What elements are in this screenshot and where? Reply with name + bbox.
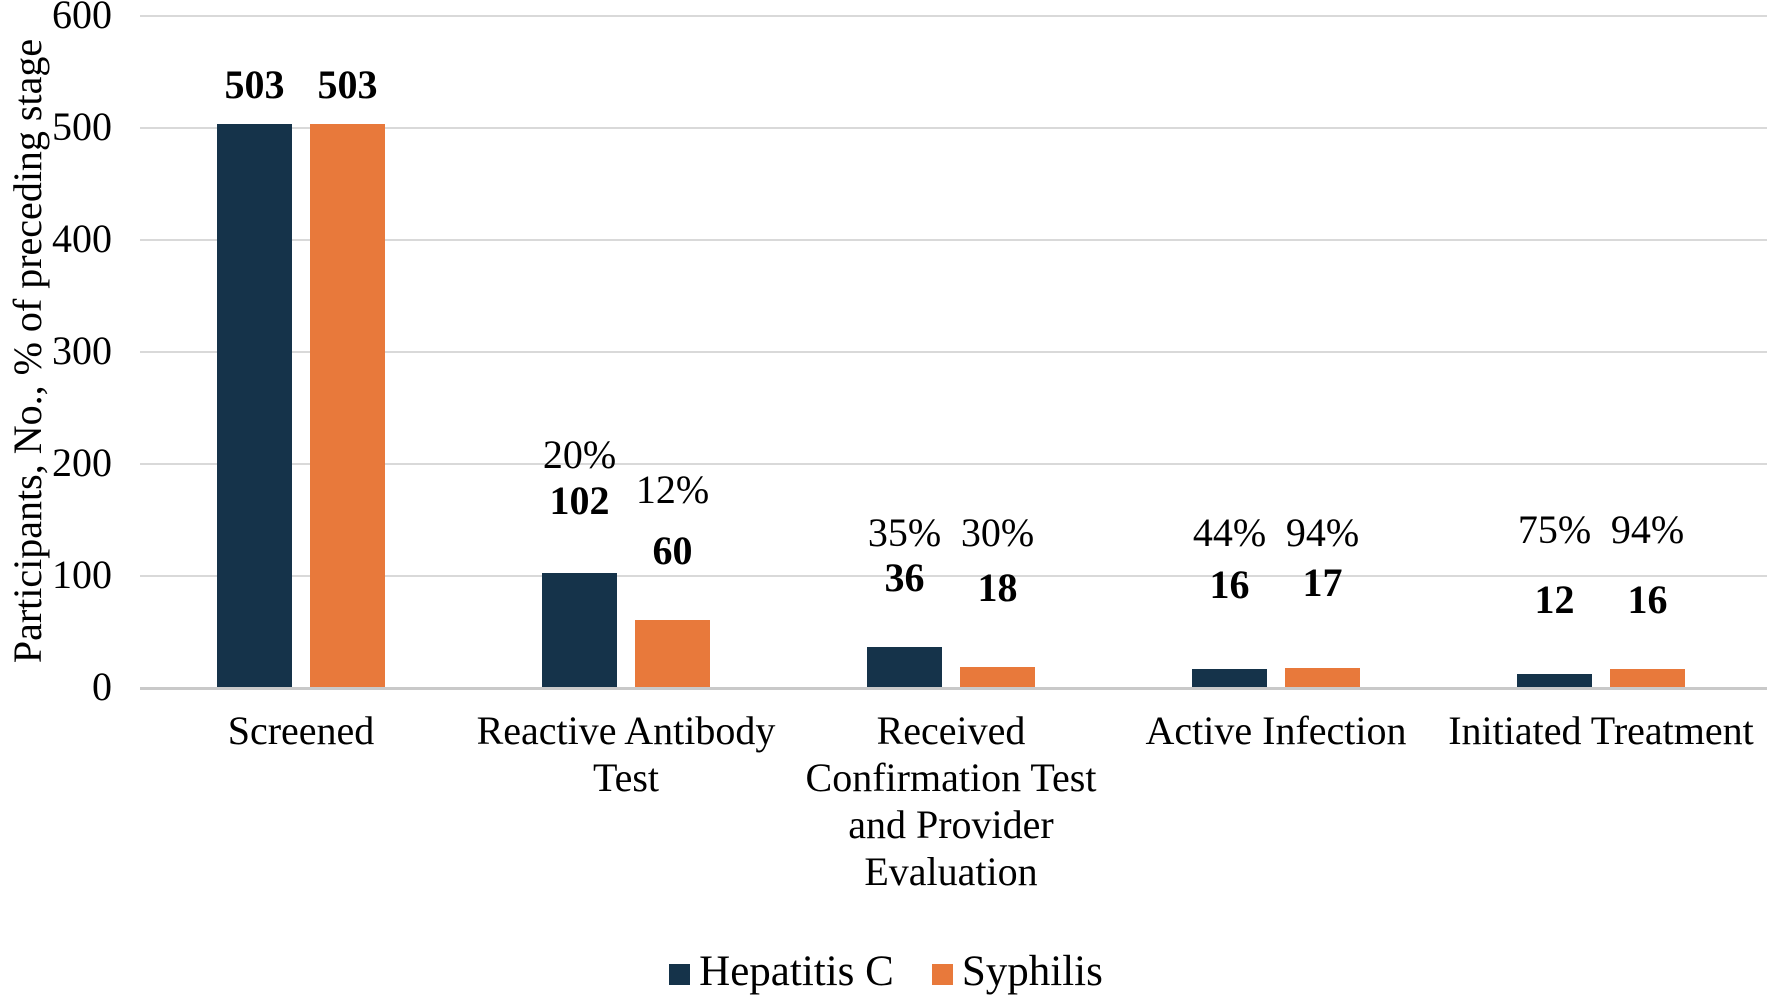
y-tick-label: 400: [52, 216, 112, 261]
bar-syphilis-4: [1610, 669, 1685, 687]
legend-item-hepatitis-c: Hepatitis C: [669, 948, 894, 996]
bar-percent-label: 94%: [1610, 507, 1685, 552]
x-category-label-line: Test: [592, 755, 660, 800]
legend-swatch-syphilis: [931, 963, 953, 985]
bar-value-label: 503: [224, 62, 285, 107]
x-category-label-line: Received: [876, 708, 1026, 753]
x-category-label: Screened: [111, 707, 491, 754]
legend-item-syphilis: Syphilis: [931, 948, 1103, 996]
bar-hepatitis-c-1: [542, 573, 617, 687]
bar-value-label: 18: [977, 565, 1018, 610]
bar-hepatitis-c-2: [867, 647, 942, 687]
bar-percent-label: 44%: [1192, 510, 1267, 555]
bar-syphilis-1: [635, 620, 710, 687]
bar-value-label: 17: [1302, 560, 1343, 605]
bar-value-label: 60: [652, 528, 693, 573]
legend: Hepatitis C Syphilis: [0, 948, 1772, 996]
legend-swatch-hepatitis-c: [669, 963, 691, 985]
gridline: [140, 239, 1767, 241]
bar-value-label: 503: [317, 62, 378, 107]
bar-percent-label: 35%: [867, 510, 942, 555]
x-category-label: Active Infection: [1086, 707, 1466, 754]
x-category-label-line: Evaluation: [864, 849, 1038, 894]
x-category-label: Reactive Antibody Test: [436, 707, 816, 801]
bar-hepatitis-c-0: [217, 124, 292, 687]
bar-syphilis-2: [960, 667, 1035, 687]
x-category-label-line: Screened: [227, 708, 375, 753]
x-axis-line: [140, 687, 1767, 690]
x-category-label-line: Confirmation Test: [805, 755, 1097, 800]
x-category-label-line: Active Infection: [1145, 708, 1407, 753]
y-tick-label: 100: [52, 552, 112, 597]
x-category-label-line: and Provider: [848, 802, 1054, 847]
y-tick-label: 200: [52, 440, 112, 485]
legend-label-syphilis: Syphilis: [961, 948, 1103, 995]
bar-percent-label: 94%: [1285, 510, 1360, 555]
y-tick-label: 0: [92, 664, 112, 709]
bar-hepatitis-c-3: [1192, 669, 1267, 687]
bar-percent-label: 20%: [542, 432, 617, 477]
bar-value-label: 102: [549, 478, 610, 523]
bar-value-label: 12: [1534, 577, 1575, 622]
bar-syphilis-0: [310, 124, 385, 687]
gridline: [140, 463, 1767, 465]
gridline: [140, 351, 1767, 353]
x-category-label: Received Confirmation Test and Provider Eva…: [761, 707, 1141, 895]
gridline: [140, 15, 1767, 17]
bar-value-label: 16: [1627, 577, 1668, 622]
bar-percent-label: 30%: [960, 510, 1035, 555]
bar-hepatitis-c-4: [1517, 674, 1592, 687]
legend-label-hepatitis-c: Hepatitis C: [699, 948, 894, 995]
y-tick-label: 500: [52, 104, 112, 149]
y-tick-label: 600: [52, 0, 112, 37]
x-category-label-line: Initiated Treatment: [1448, 708, 1754, 753]
bar-value-label: 16: [1209, 562, 1250, 607]
bar-syphilis-3: [1285, 668, 1360, 687]
bar-value-label: 36: [884, 555, 925, 600]
gridline: [140, 575, 1767, 577]
bar-percent-label: 75%: [1517, 507, 1592, 552]
bar-percent-label: 12%: [635, 467, 710, 512]
y-tick-label: 300: [52, 328, 112, 373]
x-category-label-line: Reactive Antibody: [476, 708, 776, 753]
gridline: [140, 127, 1767, 129]
x-category-label: Initiated Treatment: [1411, 707, 1772, 754]
